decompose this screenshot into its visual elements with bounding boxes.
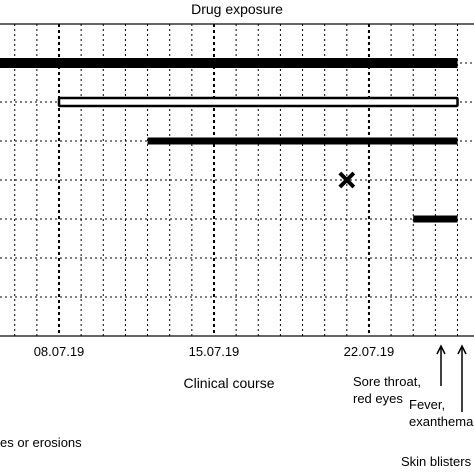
cross-marker	[338, 171, 356, 189]
annotations: Sore throat, red eyes Fever, exanthema Skin …	[0, 344, 474, 469]
annotation-arrowhead	[436, 344, 446, 355]
x-tick-label: 15.07.19	[189, 344, 240, 359]
chart-title: Drug exposure	[191, 1, 283, 17]
annotation-text: es or erosions	[0, 435, 82, 450]
x-axis-label: Clinical course	[183, 375, 274, 391]
chart-grid	[0, 24, 474, 336]
annotation-text: Sore throat,	[353, 374, 421, 389]
x-tick-labels: 08.07.19 15.07.19 22.07.19	[34, 344, 395, 359]
x-tick-label: 22.07.19	[344, 344, 395, 359]
exposure-bar-2	[57, 96, 459, 108]
annotation-text: Skin blisters	[401, 454, 472, 469]
annotation: Sore throat, red eyes	[353, 344, 446, 406]
annotation: Fever, exanthema	[409, 344, 474, 429]
chart-marks	[0, 58, 459, 223]
x-tick-label: 08.07.19	[34, 344, 85, 359]
annotation: Skin blisters	[401, 454, 472, 469]
annotation-text: Fever,	[409, 397, 445, 412]
annotation-text: red eyes	[353, 391, 403, 406]
exposure-bar-1	[0, 58, 458, 68]
exposure-bar-3	[147, 137, 458, 145]
plot-frame	[0, 23, 474, 337]
annotation: es or erosions	[0, 435, 82, 450]
annotation-arrowhead	[457, 344, 467, 355]
exposure-bar-5	[413, 215, 458, 223]
annotation-text: exanthema	[409, 414, 474, 429]
